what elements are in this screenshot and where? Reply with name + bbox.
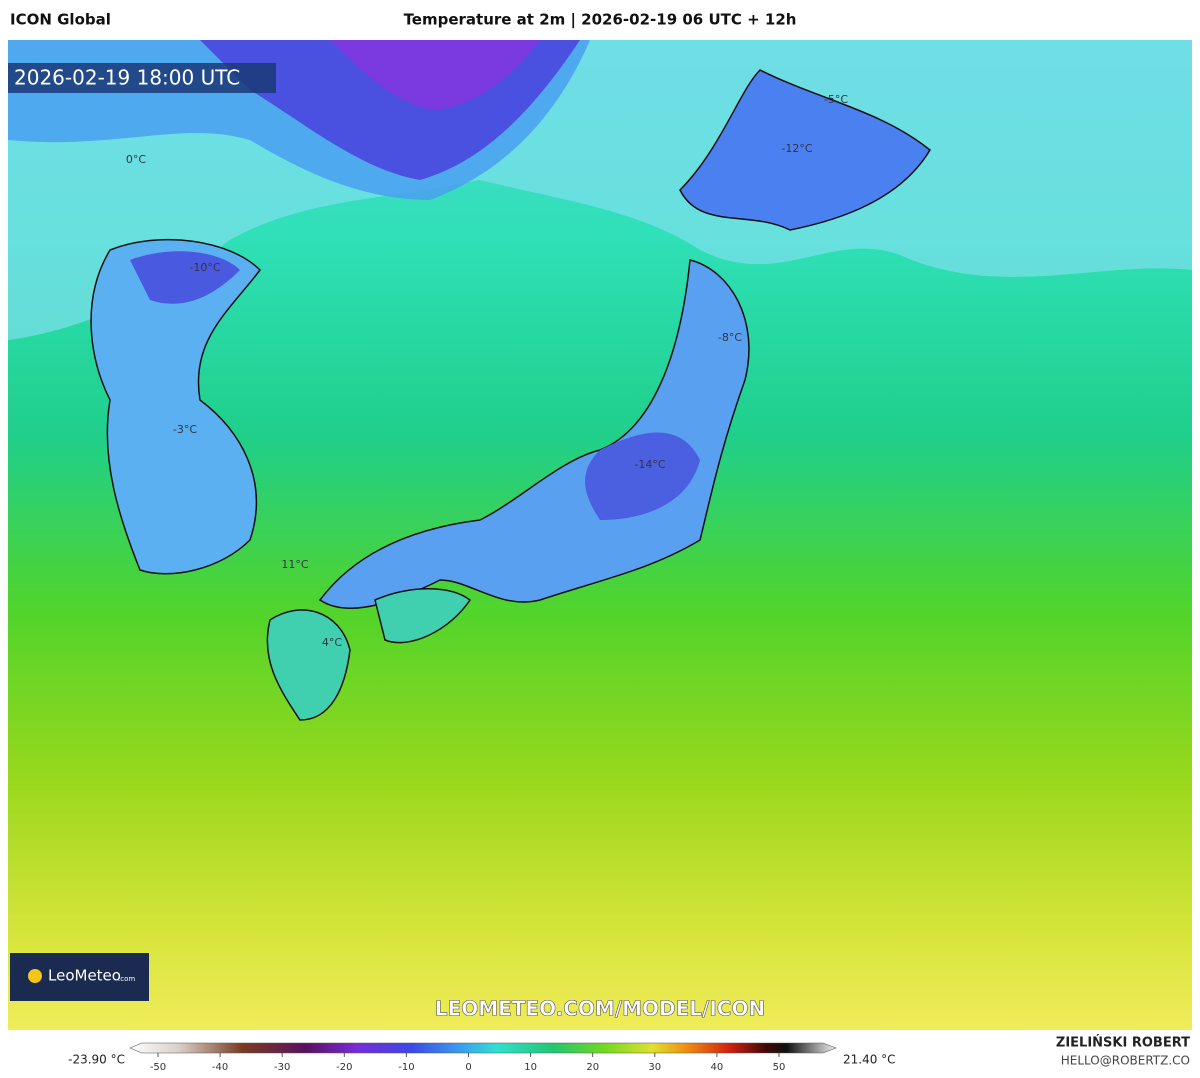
colorbar-tick-label: 0 bbox=[465, 1062, 471, 1073]
colorbar-tick-label: 10 bbox=[524, 1062, 537, 1073]
watermark: LEOMETEO.COM/MODEL/ICON bbox=[435, 997, 765, 1021]
colorbar-tick-label: 30 bbox=[648, 1062, 661, 1073]
land bbox=[318, 259, 750, 609]
temp-label: 11°C bbox=[281, 558, 308, 571]
email: HELLO@ROBERTZ.CO bbox=[1061, 1054, 1190, 1068]
colorbar-tick-label: 50 bbox=[773, 1062, 786, 1073]
colorbar bbox=[129, 1042, 837, 1054]
colorbar-tick-label: -30 bbox=[274, 1062, 290, 1073]
land bbox=[374, 588, 472, 644]
land bbox=[130, 251, 240, 304]
logo-name: LeoMeteo bbox=[48, 967, 121, 985]
time-box bbox=[8, 63, 276, 93]
colorbar-tick-label: -20 bbox=[336, 1062, 352, 1073]
logo-sun bbox=[28, 969, 42, 983]
temp-label: -14°C bbox=[634, 458, 665, 471]
land bbox=[90, 238, 261, 575]
logo-suffix: .com bbox=[118, 975, 135, 983]
temp-label: -10°C bbox=[189, 261, 220, 274]
temp-label: -3°C bbox=[173, 423, 197, 436]
map-labels: 0°C -10°C -3°C 11°C 4°C -5°C -12°C -8°C -14°C bbox=[126, 93, 848, 649]
cold-air bbox=[330, 40, 540, 110]
temp-label: -8°C bbox=[718, 331, 742, 344]
colorbar-tick-label: 40 bbox=[711, 1062, 724, 1073]
temp-label: 0°C bbox=[126, 153, 146, 166]
colorbar-max: 21.40 °C bbox=[843, 1053, 896, 1067]
land bbox=[266, 609, 351, 721]
colorbar-ticks: -50 -40 -30 -20 -10 0 10 20 30 40 50 bbox=[150, 1053, 786, 1073]
colorbar-tick-label: -50 bbox=[150, 1062, 166, 1073]
valid-time: 2026-02-19 18:00 UTC bbox=[14, 66, 240, 90]
land bbox=[585, 432, 700, 520]
colorbar-min: -23.90 °C bbox=[68, 1053, 125, 1067]
colorbar-tick-label: 20 bbox=[586, 1062, 599, 1073]
model-name: ICON Global bbox=[10, 11, 111, 29]
land bbox=[679, 69, 931, 231]
colorbar-tick-label: -40 bbox=[212, 1062, 228, 1073]
temp-label: -12°C bbox=[781, 142, 812, 155]
temp-label: 4°C bbox=[322, 636, 342, 649]
author: ZIELIŃSKI ROBERT bbox=[1056, 1035, 1190, 1051]
temp-label: -5°C bbox=[824, 93, 848, 106]
colorbar-tick-label: -10 bbox=[398, 1062, 414, 1073]
map-title: Temperature at 2m | 2026-02-19 06 UTC + … bbox=[404, 11, 797, 30]
